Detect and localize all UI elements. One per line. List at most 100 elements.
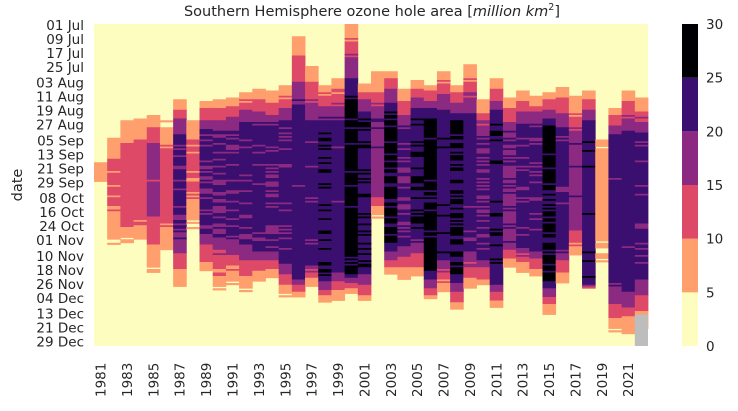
heatmap-cell-2014 [529, 200, 543, 214]
heatmap-cell-2022 [634, 122, 649, 133]
heatmap-cell-2014 [529, 125, 543, 128]
heatmap-cell-2008 [450, 190, 464, 195]
heatmap-cell-2016 [555, 202, 570, 205]
y-tick-label: 21 Sep [37, 161, 84, 177]
heatmap-cell-2003 [384, 242, 398, 252]
heatmap-cell-1997 [305, 102, 319, 121]
heatmap-cell-2001 [357, 284, 372, 296]
heatmap-cell-1991 [225, 237, 240, 240]
heatmap-cell-2004 [397, 127, 411, 130]
heatmap-cell-1992 [239, 141, 253, 147]
heatmap-cell-2011 [489, 230, 504, 233]
heatmap-cell-2017 [568, 113, 583, 116]
heatmap-cell-1987 [173, 148, 187, 151]
heatmap-cell-2006 [423, 237, 438, 272]
heatmap-cell-1999 [331, 78, 346, 90]
heatmap-cell-2022 [634, 255, 649, 258]
heatmap-cell-1990 [212, 143, 227, 146]
y-tick-label: 19 Aug [36, 104, 84, 120]
heatmap-cell-1993 [252, 88, 266, 100]
heatmap-cell-2020 [608, 318, 623, 329]
heatmap-cell-2003 [384, 111, 398, 114]
heatmap-cell-1993 [252, 241, 266, 252]
heatmap-cell-2020 [608, 304, 623, 319]
heatmap-cell-2009 [463, 237, 477, 242]
heatmap-cell-2009 [463, 251, 477, 263]
heatmap-cell-2011 [489, 136, 504, 140]
heatmap-cell-2015 [542, 304, 557, 315]
heatmap-cell-1992 [239, 244, 253, 261]
heatmap-cell-1994 [265, 165, 280, 168]
heatmap-cell-2015 [542, 185, 557, 191]
heatmap-cell-1999 [331, 116, 346, 119]
heatmap-cell-2014 [529, 183, 543, 198]
heatmap-cell-2005 [410, 197, 425, 200]
heatmap-cell-2013 [516, 197, 530, 200]
heatmap-cell-1988 [186, 221, 200, 224]
heatmap-cell-2014 [529, 162, 543, 165]
heatmap-cell-2007 [436, 146, 451, 149]
heatmap-cell-2006 [423, 230, 438, 233]
heatmap-cell-1990 [212, 227, 227, 230]
y-tick-label: 25 Jul [46, 60, 84, 76]
heatmap-cell-2004 [397, 246, 411, 258]
heatmap-cell-1988 [186, 120, 200, 140]
heatmap-cell-2011 [489, 258, 504, 261]
heatmap-cell-1985 [146, 115, 161, 128]
heatmap-cell-1989 [199, 197, 214, 200]
heatmap-cell-2011 [489, 101, 504, 111]
heatmap-cell-2010 [476, 190, 491, 196]
heatmap-cell-2004 [397, 144, 411, 149]
heatmap-cell-1991 [225, 106, 240, 118]
heatmap-cell-1996 [291, 185, 306, 188]
x-tick-label: 2005 [410, 363, 426, 397]
heatmap-cell-2012 [502, 185, 517, 188]
heatmap-cell-2003 [384, 78, 398, 90]
heatmap-cell-2022 [634, 144, 649, 147]
heatmap-cell-1991 [225, 218, 240, 221]
heatmap-cell-2008 [450, 213, 464, 219]
heatmap-cell-1990 [212, 272, 227, 277]
heatmap-cell-2012 [502, 178, 517, 181]
heatmap-cell-2015 [542, 216, 557, 219]
heatmap-cell-2001 [357, 262, 372, 265]
x-tick-label: 1993 [252, 363, 268, 397]
heatmap-cell-2012 [502, 132, 517, 139]
heatmap-cell-1987 [173, 179, 187, 182]
heatmap-cell-1987 [173, 223, 187, 226]
heatmap-cell-1990 [212, 255, 227, 270]
heatmap-cell-1992 [239, 228, 253, 235]
heatmap-cell-2003 [384, 186, 398, 200]
heatmap-cell-1994 [265, 193, 280, 198]
heatmap-cell-1990 [212, 151, 227, 154]
heatmap-cell-2015 [542, 125, 557, 154]
heatmap-cell-2015 [542, 209, 557, 212]
heatmap-cell-1998 [318, 248, 332, 251]
heatmap-cell-2008 [450, 302, 464, 310]
y-tick-label: 11 Aug [36, 90, 84, 106]
heatmap-cell-1997 [305, 199, 319, 202]
heatmap-cell-2011 [489, 125, 504, 132]
heatmap-cell-2022 [634, 162, 649, 186]
heatmap-cell-1986 [159, 144, 174, 147]
heatmap-cell-1998 [318, 218, 332, 221]
heatmap-cell-2012 [502, 158, 517, 161]
heatmap-cell-2015 [542, 263, 557, 266]
heatmap-cell-1993 [252, 165, 266, 184]
heatmap-cell-1991 [225, 116, 240, 132]
x-tick-labels: 1981 1983 1985 1987 1989 1991 1993 1995 1997 1999… [94, 363, 638, 397]
y-tick-label: 08 Oct [39, 191, 84, 207]
heatmap-cell-2022 [634, 228, 649, 244]
missing-data-cell [634, 314, 648, 346]
heatmap-cell-1994 [265, 164, 280, 167]
heatmap-cell-2000 [344, 288, 359, 294]
heatmap-cell-2009 [463, 262, 477, 265]
heatmap-cell-1987 [173, 228, 187, 231]
heatmap-cell-2003 [384, 235, 398, 244]
heatmap-cell-2016 [555, 204, 570, 251]
heatmap-cell-2007 [436, 80, 451, 83]
heatmap-cell-1990 [212, 276, 227, 287]
heatmap-cell-2001 [357, 242, 372, 245]
heatmap-cell-2010 [476, 206, 491, 209]
heatmap-cell-1990 [212, 237, 227, 251]
